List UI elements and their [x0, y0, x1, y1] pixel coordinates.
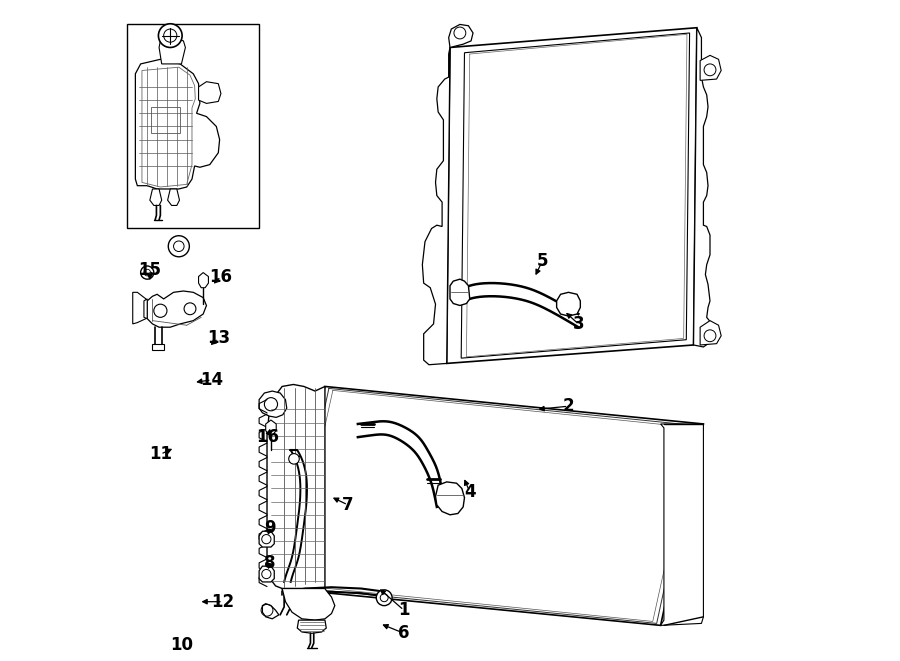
- Polygon shape: [199, 272, 209, 288]
- Polygon shape: [700, 56, 721, 81]
- Polygon shape: [259, 391, 287, 417]
- Polygon shape: [446, 28, 697, 364]
- Polygon shape: [167, 189, 179, 206]
- Polygon shape: [267, 385, 325, 588]
- Text: 12: 12: [212, 593, 235, 611]
- Polygon shape: [266, 420, 276, 434]
- Text: 4: 4: [464, 483, 475, 501]
- Circle shape: [704, 330, 716, 342]
- Polygon shape: [694, 28, 714, 347]
- Text: 5: 5: [536, 253, 548, 270]
- Polygon shape: [135, 59, 220, 189]
- Polygon shape: [358, 421, 444, 507]
- Circle shape: [376, 590, 392, 605]
- Circle shape: [184, 303, 196, 315]
- Circle shape: [168, 236, 189, 256]
- Text: 8: 8: [264, 554, 275, 572]
- Text: 1: 1: [398, 602, 410, 619]
- Text: 13: 13: [207, 329, 230, 348]
- Text: 16: 16: [210, 268, 232, 286]
- Polygon shape: [450, 279, 470, 305]
- Text: 11: 11: [148, 446, 172, 463]
- Circle shape: [154, 304, 167, 317]
- Polygon shape: [422, 48, 450, 365]
- Text: 6: 6: [398, 624, 410, 642]
- Circle shape: [140, 266, 154, 279]
- Text: 16: 16: [256, 428, 279, 446]
- Polygon shape: [159, 38, 185, 64]
- Text: 7: 7: [342, 496, 354, 514]
- Text: 10: 10: [170, 636, 193, 654]
- Text: 14: 14: [200, 371, 223, 389]
- Circle shape: [289, 453, 300, 464]
- Polygon shape: [461, 33, 689, 358]
- Polygon shape: [556, 292, 581, 316]
- Polygon shape: [283, 588, 335, 620]
- Polygon shape: [449, 24, 473, 48]
- Text: 2: 2: [562, 397, 574, 415]
- Polygon shape: [259, 566, 274, 582]
- Polygon shape: [470, 283, 579, 327]
- Text: 9: 9: [264, 519, 275, 537]
- Polygon shape: [132, 292, 146, 324]
- Polygon shape: [128, 24, 259, 229]
- Polygon shape: [661, 424, 704, 625]
- Circle shape: [158, 24, 182, 48]
- Circle shape: [704, 64, 716, 76]
- Polygon shape: [297, 620, 327, 633]
- Polygon shape: [199, 82, 220, 103]
- Polygon shape: [152, 344, 165, 350]
- Polygon shape: [150, 189, 162, 206]
- Polygon shape: [259, 531, 274, 547]
- Polygon shape: [263, 603, 279, 619]
- Polygon shape: [148, 291, 206, 327]
- Polygon shape: [436, 482, 464, 515]
- Text: 3: 3: [572, 315, 584, 333]
- Text: 15: 15: [139, 261, 161, 279]
- Polygon shape: [283, 387, 704, 625]
- Polygon shape: [700, 321, 721, 345]
- Polygon shape: [144, 299, 148, 319]
